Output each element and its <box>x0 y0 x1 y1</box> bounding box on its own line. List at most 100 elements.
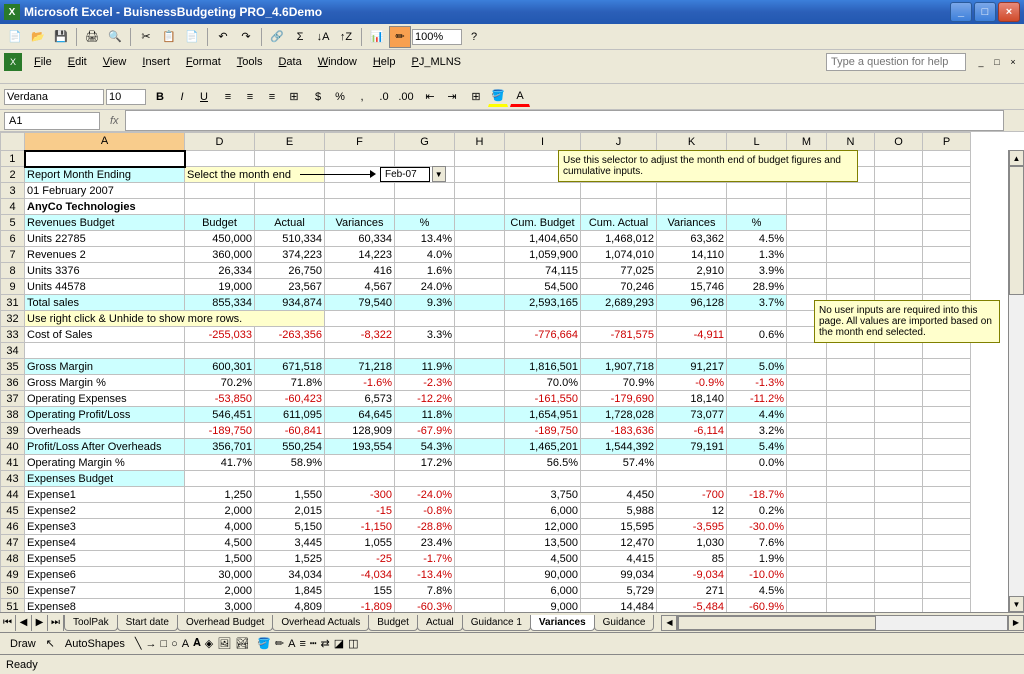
cell[interactable]: 1,550 <box>255 487 325 503</box>
cell[interactable] <box>505 199 581 215</box>
cell[interactable] <box>923 471 971 487</box>
tab-nav-next[interactable]: ▶ <box>32 615 48 631</box>
copy-button[interactable]: 📋 <box>158 26 180 48</box>
cell[interactable]: 0.0% <box>727 455 787 471</box>
row-header-38[interactable]: 38 <box>1 407 25 423</box>
cell[interactable]: Variances <box>657 215 727 231</box>
cell[interactable]: 13,500 <box>505 535 581 551</box>
save-button[interactable]: 💾 <box>50 26 72 48</box>
cell[interactable] <box>827 599 875 613</box>
select-objects-button[interactable]: ↖ <box>46 637 55 650</box>
cell[interactable]: 6,000 <box>505 583 581 599</box>
cell[interactable]: 600,301 <box>185 359 255 375</box>
cell[interactable]: 1,544,392 <box>581 439 657 455</box>
cell[interactable]: 6,573 <box>325 391 395 407</box>
row-header-50[interactable]: 50 <box>1 583 25 599</box>
cell[interactable] <box>25 151 185 167</box>
dropdown-button[interactable]: ▼ <box>432 166 446 182</box>
cell[interactable]: -30.0% <box>727 519 787 535</box>
row-header-34[interactable]: 34 <box>1 343 25 359</box>
cell[interactable]: -3,595 <box>657 519 727 535</box>
menu-help[interactable]: Help <box>365 53 404 71</box>
row-header-39[interactable]: 39 <box>1 423 25 439</box>
cell[interactable]: 1,404,650 <box>505 231 581 247</box>
cell[interactable]: 4.5% <box>727 583 787 599</box>
cell[interactable] <box>455 311 505 327</box>
cell[interactable]: -12.2% <box>395 391 455 407</box>
cell[interactable] <box>875 391 923 407</box>
cell[interactable] <box>395 471 455 487</box>
sheet-tab-toolpak[interactable]: ToolPak <box>64 615 118 631</box>
font-color-button[interactable]: A <box>510 87 530 107</box>
cell[interactable]: 17.2% <box>395 455 455 471</box>
cell[interactable]: 193,554 <box>325 439 395 455</box>
cell[interactable] <box>827 263 875 279</box>
cell[interactable] <box>727 343 787 359</box>
cell[interactable]: 1.9% <box>727 551 787 567</box>
cell[interactable] <box>875 151 923 167</box>
rectangle-button[interactable]: □ <box>160 638 167 650</box>
cell[interactable] <box>455 279 505 295</box>
cell[interactable]: Expense3 <box>25 519 185 535</box>
cell[interactable]: -263,356 <box>255 327 325 343</box>
cell[interactable]: % <box>395 215 455 231</box>
cell[interactable] <box>923 583 971 599</box>
cell[interactable] <box>827 407 875 423</box>
cell[interactable] <box>455 343 505 359</box>
cell[interactable]: 15,746 <box>657 279 727 295</box>
cell[interactable]: -1.6% <box>325 375 395 391</box>
cell[interactable]: 23.4% <box>395 535 455 551</box>
cell[interactable] <box>923 279 971 295</box>
cell[interactable]: Budget <box>185 215 255 231</box>
3d-button[interactable]: ◫ <box>348 637 358 650</box>
sheet-tab-actual[interactable]: Actual <box>417 615 463 631</box>
sheet-tab-guidance[interactable]: Guidance <box>594 615 655 631</box>
currency-button[interactable]: $ <box>308 87 328 107</box>
cell[interactable]: Expense5 <box>25 551 185 567</box>
cell[interactable] <box>787 215 827 231</box>
cell[interactable] <box>827 199 875 215</box>
dash-style-button[interactable]: ┅ <box>310 637 317 650</box>
cell[interactable] <box>827 535 875 551</box>
autoshapes-menu[interactable]: AutoShapes <box>59 636 131 652</box>
cell[interactable] <box>875 423 923 439</box>
cell[interactable]: 1,816,501 <box>505 359 581 375</box>
row-header-37[interactable]: 37 <box>1 391 25 407</box>
cell[interactable] <box>325 311 395 327</box>
cell[interactable] <box>875 439 923 455</box>
cell[interactable] <box>395 343 455 359</box>
cell[interactable]: Variances <box>325 215 395 231</box>
cell[interactable] <box>455 439 505 455</box>
cell[interactable]: 3.2% <box>727 423 787 439</box>
cell[interactable] <box>923 167 971 183</box>
month-selector[interactable]: Feb-07 ▼ <box>380 166 446 182</box>
cell[interactable] <box>827 567 875 583</box>
cell[interactable]: -1.7% <box>395 551 455 567</box>
cell[interactable]: -6,114 <box>657 423 727 439</box>
cell[interactable]: 4,567 <box>325 279 395 295</box>
row-header-35[interactable]: 35 <box>1 359 25 375</box>
align-center-button[interactable]: ≡ <box>240 87 260 107</box>
cell[interactable] <box>875 503 923 519</box>
cell[interactable] <box>255 199 325 215</box>
line-style-button[interactable]: ≡ <box>299 638 305 650</box>
cell[interactable] <box>455 583 505 599</box>
fx-icon[interactable]: fx <box>104 115 125 127</box>
row-header-45[interactable]: 45 <box>1 503 25 519</box>
col-header-K[interactable]: K <box>657 133 727 151</box>
cell[interactable] <box>455 247 505 263</box>
cell[interactable] <box>787 263 827 279</box>
arrow-style-button[interactable]: ⇄ <box>321 637 330 650</box>
cell[interactable]: Operating Profit/Loss <box>25 407 185 423</box>
cell[interactable] <box>787 439 827 455</box>
cell[interactable]: 4,500 <box>505 551 581 567</box>
cell[interactable]: 63,362 <box>657 231 727 247</box>
cell[interactable] <box>455 263 505 279</box>
cell[interactable] <box>875 471 923 487</box>
cell[interactable]: 128,909 <box>325 423 395 439</box>
row-header-32[interactable]: 32 <box>1 311 25 327</box>
cell[interactable] <box>787 551 827 567</box>
cell[interactable]: Units 3376 <box>25 263 185 279</box>
align-right-button[interactable]: ≡ <box>262 87 282 107</box>
cell[interactable]: 356,701 <box>185 439 255 455</box>
